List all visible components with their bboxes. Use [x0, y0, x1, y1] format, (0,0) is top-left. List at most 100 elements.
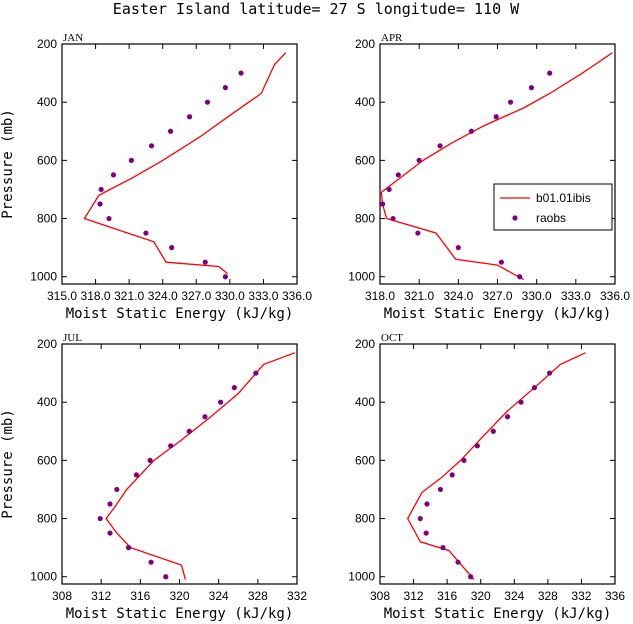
x-tick-label: 333.0 [561, 289, 591, 303]
obs-marker-jan [222, 274, 228, 280]
obs-marker-oct [449, 472, 455, 478]
obs-marker-oct [417, 515, 423, 522]
obs-marker-oct [518, 399, 524, 405]
y-tick-label: 1000 [348, 570, 375, 584]
obs-marker-jul [202, 414, 208, 420]
obs-marker-apr [547, 70, 553, 76]
y-tick-label: 800 [37, 212, 57, 226]
panel-jul: JUL 308 312 316 320 324 328 332 200 400 600 800 1000… [0, 332, 307, 622]
panel-apr: APR 318.0 321.0 324.0 327.0 330.0 333.0 336.0 20… [348, 32, 630, 322]
obs-marker-apr [395, 172, 401, 178]
x-tick-label: 318.0 [81, 289, 111, 303]
obs-marker-jan [143, 230, 149, 236]
obs-marker-jan [148, 143, 155, 149]
series-line-jul [105, 352, 296, 580]
x-tick-label: 324.0 [148, 289, 178, 303]
y-tick-label: 400 [355, 395, 375, 409]
obs-marker-jan [98, 186, 104, 193]
x-tick-label: 312 [91, 589, 111, 603]
plot-frame-oct [379, 343, 616, 585]
x-axis-label-apr: Moist Static Energy (kJ/kg) [384, 306, 612, 322]
y-tick-label: 1000 [30, 570, 57, 584]
obs-marker-oct [461, 457, 467, 463]
obs-marker-oct [474, 443, 480, 449]
obs-marker-jul [186, 428, 192, 434]
obs-marker-jan [186, 114, 193, 120]
series-line-apr [380, 52, 613, 281]
x-tick-label: 320 [169, 589, 189, 603]
y-tick-label: 600 [355, 153, 375, 167]
y-tick-label: 1000 [30, 270, 57, 284]
obs-marker-jan [222, 85, 228, 91]
x-tick-label: 324 [504, 589, 524, 603]
x-tick-label: 315.0 [47, 289, 77, 303]
obs-marker-jan [204, 99, 211, 105]
x-tick-label: 321.0 [114, 289, 144, 303]
obs-marker-apr [528, 85, 535, 91]
figure-title: Easter Island latitude= 27 S longitude= … [113, 0, 520, 18]
obs-marker-jan [169, 245, 175, 251]
x-tick-label: 330.0 [522, 289, 552, 303]
x-tick-label: 312 [404, 589, 424, 603]
plot-frame-jul [61, 343, 298, 585]
y-axis-label-jan: Pressure (mb) [0, 109, 16, 219]
x-tick-label: 308 [52, 589, 72, 603]
panel-label-oct: OCT [381, 332, 403, 344]
plot-frame-apr [379, 43, 616, 285]
obs-marker-oct [546, 370, 553, 376]
obs-marker-apr [390, 215, 396, 222]
obs-marker-jul [107, 501, 113, 507]
obs-marker-jul [218, 399, 224, 405]
x-tick-label: 324.0 [443, 289, 473, 303]
y-tick-label: 600 [37, 153, 57, 167]
obs-marker-apr [415, 230, 421, 236]
x-tick-label: 327.0 [181, 289, 211, 303]
obs-marker-jul [125, 545, 132, 551]
obs-marker-apr [386, 186, 392, 193]
legend-apr: b01.01ibis raobs [493, 183, 613, 231]
obs-marker-jul [107, 530, 113, 536]
y-tick-label: 400 [37, 95, 57, 109]
obs-marker-jan [128, 157, 134, 163]
x-tick-label: 332 [287, 589, 307, 603]
y-tick-label: 400 [37, 395, 57, 409]
x-tick-label: 330.0 [215, 289, 245, 303]
obs-marker-apr [455, 245, 461, 251]
obs-marker-oct [423, 530, 429, 536]
obs-marker-apr [498, 259, 505, 265]
y-tick-label: 800 [355, 212, 375, 226]
legend-label-obs: raobs [536, 211, 566, 225]
y-tick-label: 800 [37, 512, 57, 526]
obs-marker-jul [97, 515, 103, 522]
panel-jan: JAN 315.0 318.0 321.0 324.0 327.0 330.0 333.0 33… [0, 32, 312, 322]
x-tick-label: 336.0 [282, 289, 312, 303]
plot-frame-jan [61, 43, 298, 285]
obs-marker-jul [163, 574, 169, 580]
x-tick-label: 328 [248, 589, 268, 603]
legend-label-model: b01.01ibis [536, 191, 591, 205]
obs-marker-oct [504, 414, 511, 420]
series-line-jan [83, 52, 287, 275]
y-tick-label: 400 [355, 95, 375, 109]
x-tick-label: 320 [471, 589, 491, 603]
panel-oct: OCT 308 312 316 320 324 328 332 336 200 400 600 800 1… [348, 332, 625, 622]
legend-box [493, 183, 613, 231]
obs-marker-oct [440, 545, 446, 551]
obs-marker-jul [253, 370, 259, 376]
obs-marker-jul [148, 559, 154, 565]
x-tick-label: 336.0 [600, 289, 630, 303]
x-tick-label: 316 [130, 589, 150, 603]
obs-marker-oct [468, 574, 474, 580]
obs-marker-jan [110, 172, 117, 178]
panel-label-jan: JAN [63, 32, 83, 44]
obs-marker-jul [114, 486, 120, 493]
obs-marker-apr [517, 274, 523, 280]
x-axis-label-oct: Moist Static Energy (kJ/kg) [384, 606, 612, 622]
x-tick-label: 328 [538, 589, 558, 603]
obs-marker-jul [147, 457, 153, 463]
x-tick-label: 324 [209, 589, 229, 603]
x-axis-label-jan: Moist Static Energy (kJ/kg) [66, 306, 294, 322]
obs-marker-jan [167, 128, 174, 134]
